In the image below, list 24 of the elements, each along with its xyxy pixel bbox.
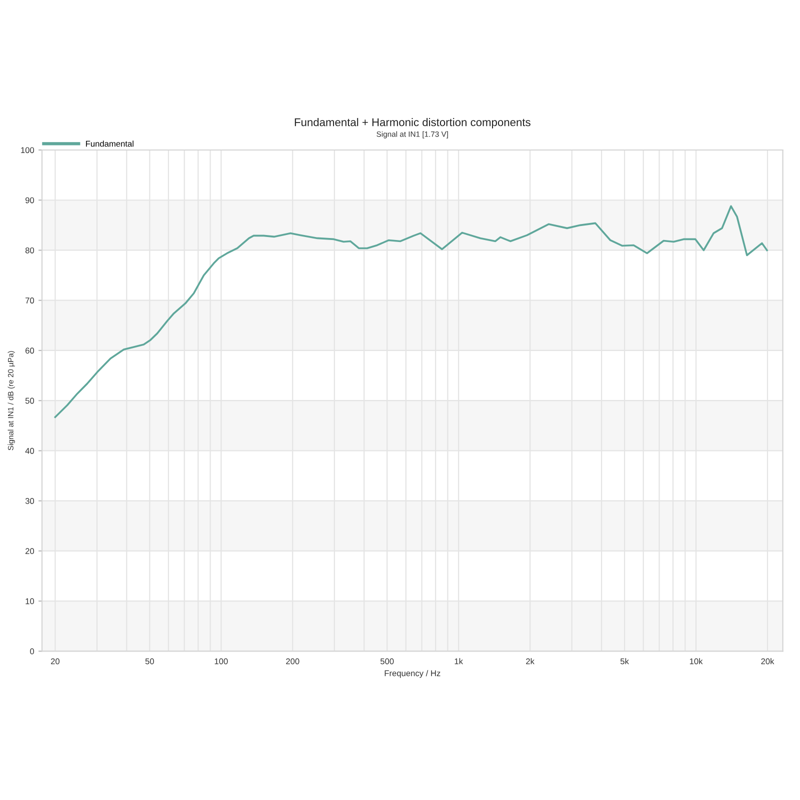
y-tick-label: 70 (26, 298, 34, 304)
x-tick-label: 50 (145, 658, 154, 664)
y-tick-label: 90 (25, 197, 34, 204)
x-tick-label: 2k (526, 658, 534, 664)
x-axis-title: Frequency / Hz (384, 670, 440, 678)
x-tick-label: 20k (761, 658, 774, 664)
legend-label: Fundamental (86, 140, 134, 147)
chart-title: Fundamental + Harmonic distortion components (294, 118, 530, 128)
x-tick-label: 5k (620, 658, 629, 664)
y-tick-label: 30 (25, 498, 34, 504)
x-tick-label: 500 (380, 658, 394, 664)
x-tick-label: 10k (690, 658, 703, 664)
x-tick-label: 100 (214, 658, 228, 664)
y-tick-label: 40 (25, 448, 34, 454)
x-tick-label: 1k (454, 658, 463, 664)
y-tick-label: 20 (26, 548, 34, 554)
y-tick-label: 0 (30, 648, 34, 654)
y-tick-label: 80 (25, 247, 34, 254)
y-tick-label: 60 (26, 348, 34, 354)
y-tick-label: 50 (25, 398, 34, 404)
y-tick-label: 10 (26, 598, 34, 604)
x-tick-label: 200 (286, 658, 300, 664)
y-tick-label: 100 (21, 147, 34, 154)
x-tick-label: 20 (50, 658, 60, 664)
